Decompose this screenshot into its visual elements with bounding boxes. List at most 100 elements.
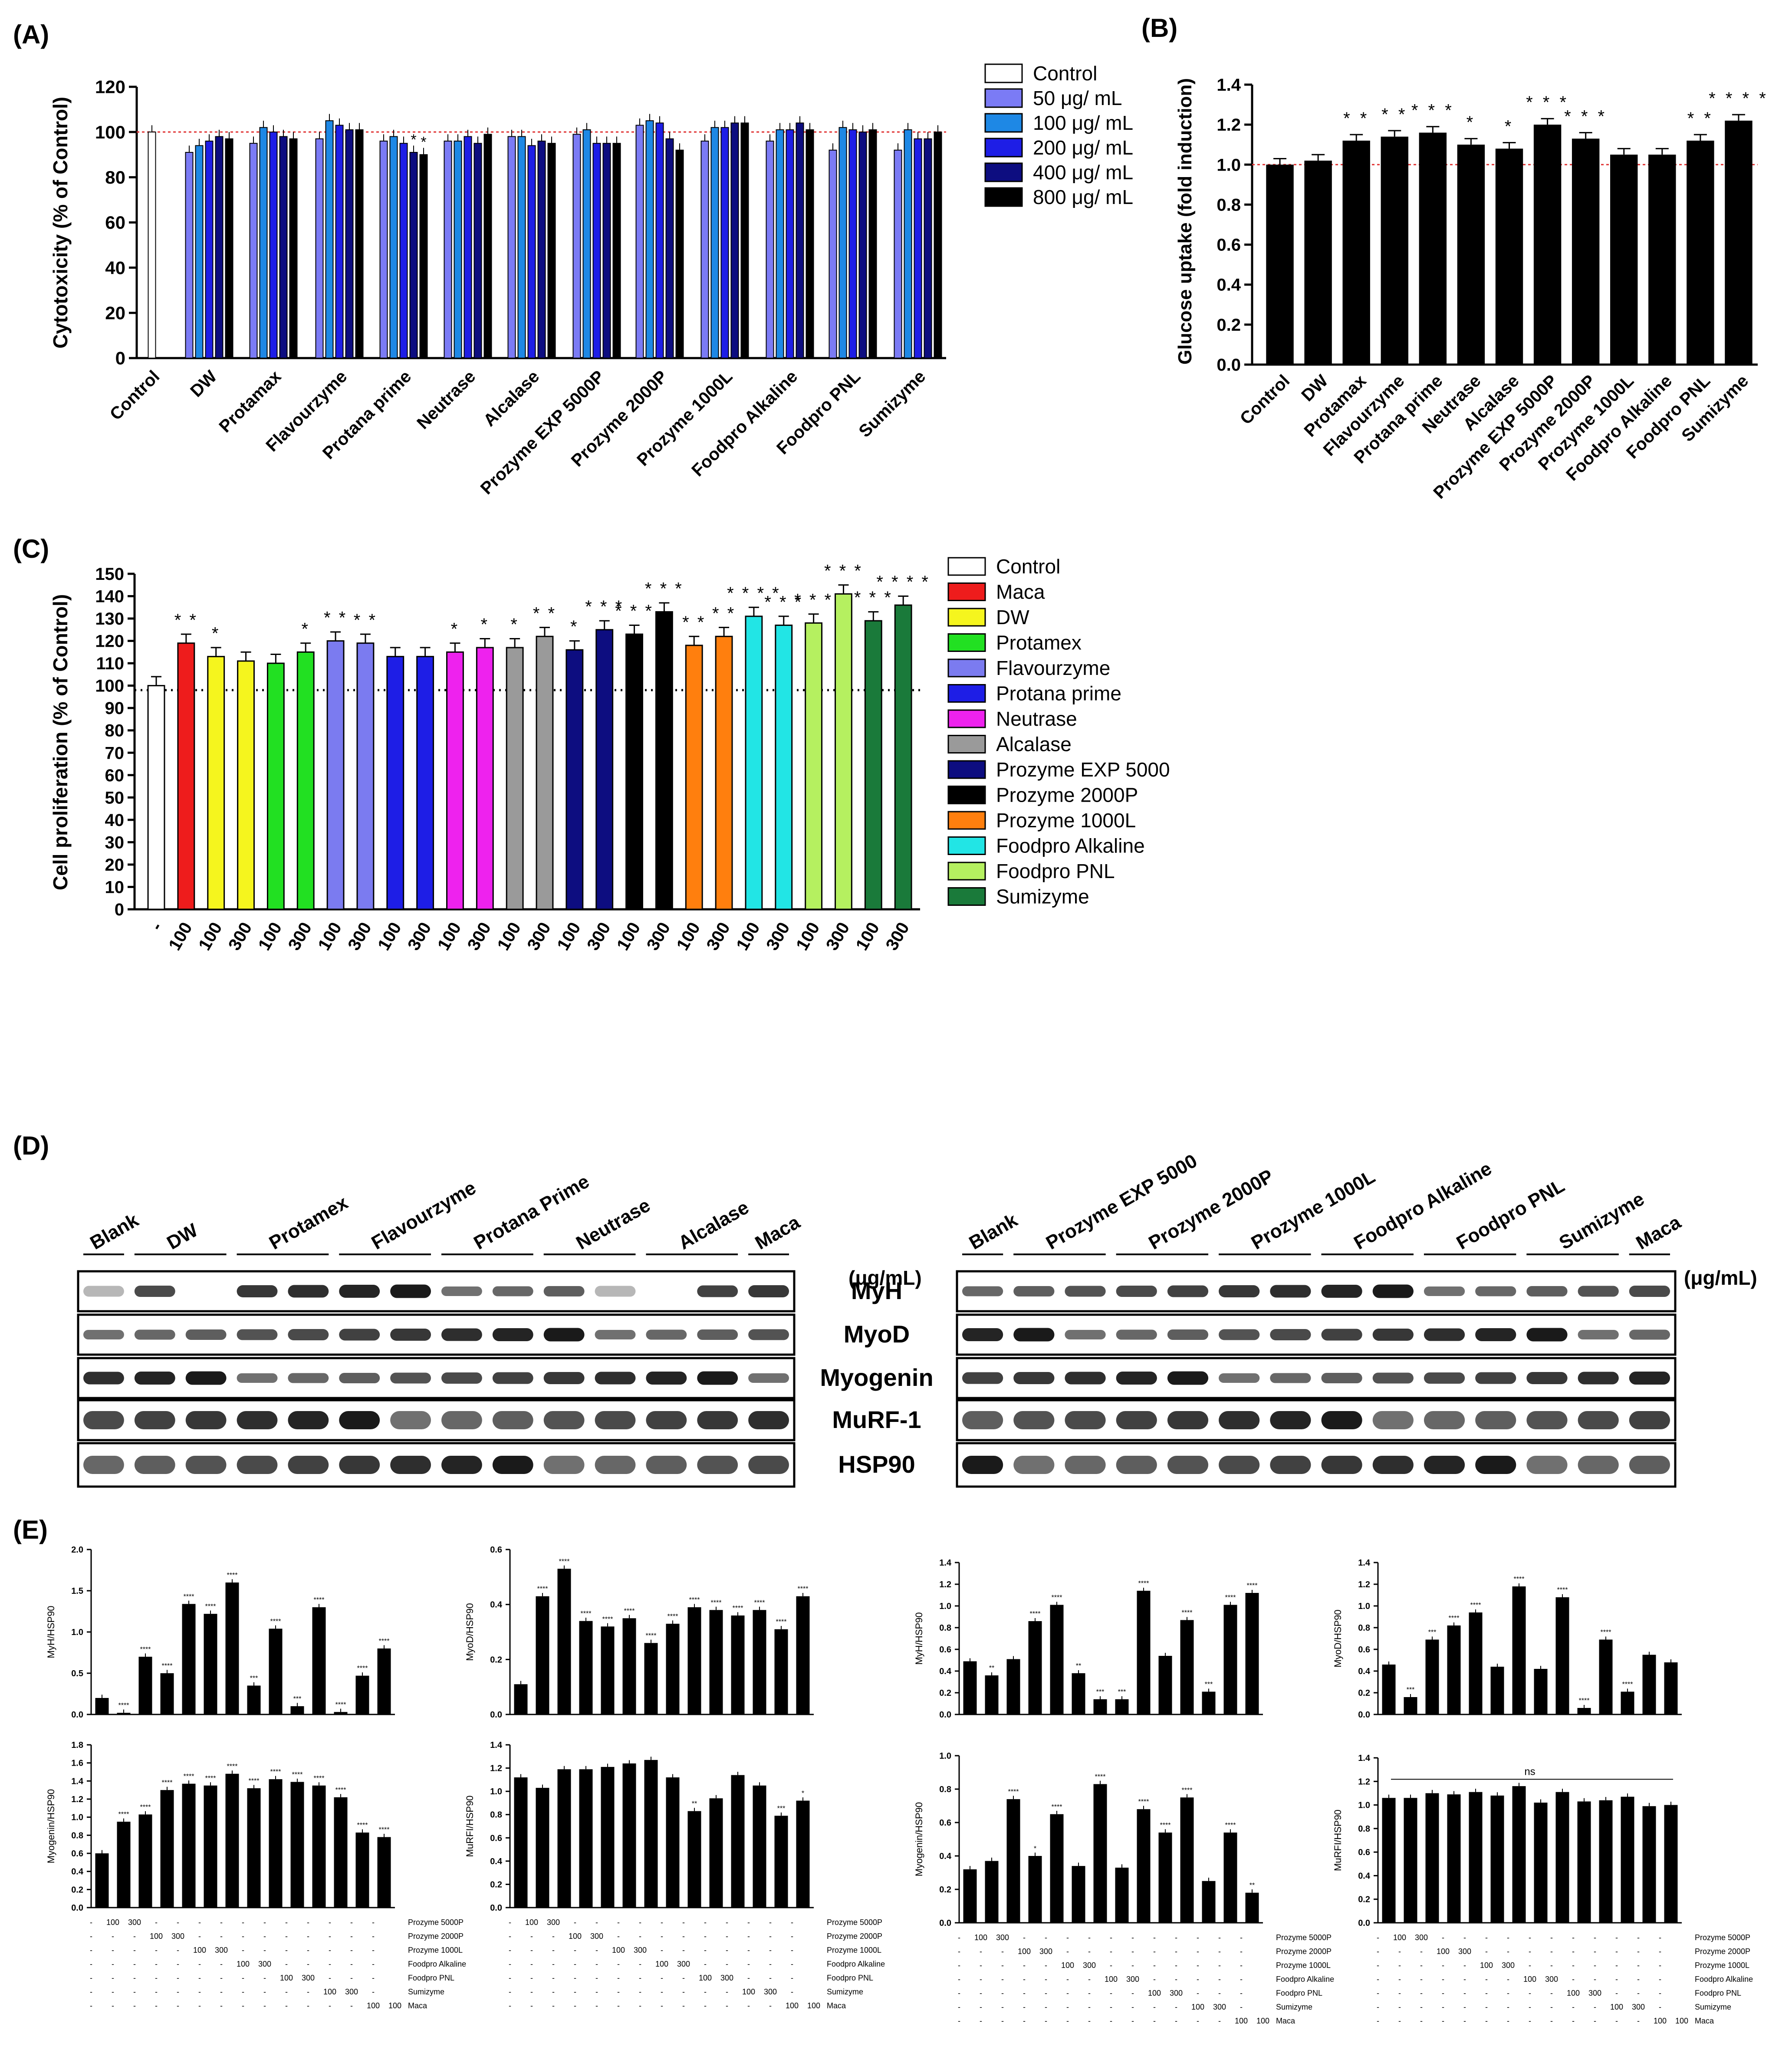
panel-a-bar: [838, 127, 847, 359]
panel-e-bar: [1202, 1691, 1216, 1714]
panel-e-bar: [1425, 1793, 1439, 1923]
panel-e-bar: [334, 1797, 348, 1908]
panel-c-x-tick-label: 100: [374, 919, 405, 954]
panel-e-bar: [1664, 1662, 1678, 1714]
panel-d-band: [1321, 1373, 1362, 1383]
panel-e-dose-cell: -: [1420, 2017, 1423, 2025]
panel-d-band: [1270, 1329, 1311, 1340]
panel-e-bar: [1404, 1798, 1417, 1923]
panel-e-dose-cell: -: [1175, 1961, 1177, 1970]
panel-e-dose-cell: 100: [367, 2001, 380, 2010]
panel-d-lane-group-label: Blank: [966, 1209, 1022, 1254]
panel-e-dose-cell: -: [177, 1974, 179, 1982]
panel-d-band: [1219, 1411, 1260, 1429]
panel-e-dose-cell: -: [1529, 1989, 1531, 1997]
panel-d-band: [237, 1285, 278, 1297]
panel-d-band: [748, 1329, 789, 1340]
panel-d-lane-group-label: DW: [163, 1219, 201, 1254]
panel-e-dose-cell: -: [285, 1987, 288, 1996]
panel-e-dose-cell: -: [198, 1974, 201, 1982]
panel-e-dose-cell: -: [1442, 1933, 1444, 1942]
panel-d-band: [185, 1329, 227, 1340]
panel-e-dose-cell: -: [1023, 1975, 1026, 1984]
panel-e-chart-y-tick-label: 0.2: [939, 1688, 951, 1698]
panel-e-dose-cell: -: [639, 1932, 641, 1941]
panel-e-dose-cell: -: [769, 1960, 772, 1968]
panel-e-row-label: Foodpro PNL: [408, 1974, 454, 1982]
panel-e-row-label: Foodpro Alkaline: [827, 1960, 885, 1968]
panel-d-band: [1270, 1411, 1311, 1429]
panel-a-cytotoxicity-chart: 0 20 40 60 80 100 120 Cytotoxicity (% of Contro…: [49, 62, 1133, 498]
panel-a-bar: [289, 138, 298, 359]
panel-e-bar: [963, 1661, 977, 1714]
panel-c-significance: * * *: [824, 561, 863, 580]
panel-e-dose-cell: -: [530, 1960, 533, 1968]
panel-c-legend-label: Protana prime: [996, 682, 1121, 705]
panel-e-bar: [247, 1685, 261, 1714]
panel-e-bar: [117, 1713, 131, 1714]
panel-d-band: [1167, 1411, 1209, 1429]
panel-a-bar: [507, 136, 516, 359]
panel-c-x-tick-label: 100: [553, 919, 584, 954]
panel-d-band: [1116, 1286, 1157, 1297]
panel-e-dose-cell: -: [1507, 1933, 1509, 1942]
panel-a-bar: [740, 122, 749, 359]
panel-c-legend-label: Foodpro Alkaline: [996, 835, 1145, 857]
panel-e-dose-cell: -: [155, 1946, 158, 1954]
panel-e-dose-cell: -: [980, 1947, 982, 1956]
panel-e-significance: ***: [1118, 1688, 1126, 1696]
panel-e-dose-cell: -: [726, 1960, 728, 1968]
panel-e-chart-y-tick-label: 1.4: [1358, 1754, 1371, 1763]
panel-e-y-label: MyH/HSP90: [46, 1606, 56, 1658]
panel-e-dose-cell: 300: [1545, 1975, 1558, 1984]
panel-d-band: [1013, 1328, 1055, 1342]
panel-e-bar: [95, 1853, 109, 1908]
panel-e-dose-cell: -: [1594, 2003, 1596, 2011]
panel-e-dose-cell: -: [1377, 1947, 1379, 1956]
panel-a-bar: [806, 129, 814, 359]
panel-e-row-label: Maca: [408, 2001, 427, 2010]
panel-e-dose-cell: -: [1463, 2017, 1466, 2025]
panel-d-band: [697, 1285, 738, 1297]
panel-b-significance: *: [1505, 117, 1514, 136]
panel-e-dose-cell: -: [574, 1960, 576, 1968]
panel-d-band: [134, 1456, 175, 1474]
panel-e-dose-cell: -: [112, 1987, 114, 1996]
panel-e-bar: [1621, 1691, 1634, 1714]
panel-e-dose-cell: 300: [764, 1987, 777, 1996]
panel-e-dose-cell: -: [1218, 1989, 1221, 1997]
panel-b-y-tick-label: 0.8: [1217, 195, 1241, 214]
panel-c-x-tick-label: 100: [255, 919, 286, 954]
panel-e-bar: [1093, 1784, 1107, 1923]
panel-e-significance: ****: [1138, 1580, 1149, 1587]
panel-e-bar: [644, 1643, 658, 1714]
panel-c-significance: * * *: [645, 579, 684, 599]
panel-e-chart-y-tick-label: 0.0: [71, 1710, 83, 1720]
panel-b-y-tick-label: 0.4: [1217, 276, 1241, 295]
panel-d-band: [1526, 1456, 1568, 1474]
panel-a-bar: [409, 152, 418, 359]
panel-e-y-label: MuRFI/HSP90: [464, 1796, 475, 1857]
panel-d-band: [441, 1286, 482, 1296]
panel-d-band: [1270, 1456, 1311, 1474]
panel-e-dose-cell: -: [769, 1946, 772, 1954]
panel-d-band: [441, 1456, 482, 1474]
panel-e-dose-cell: -: [1442, 1989, 1444, 1997]
panel-b-bar: [1725, 120, 1753, 365]
panel-d-band: [1526, 1372, 1568, 1384]
panel-a-bar: [924, 138, 932, 359]
panel-e-dose-cell: -: [574, 1946, 576, 1954]
panel-e-dose-cell: 100: [1235, 2017, 1248, 2025]
panel-e-dose-cell: -: [1507, 1989, 1509, 1997]
panel-e-bar: [1093, 1699, 1107, 1714]
panel-e-dose-cell: -: [90, 1974, 92, 1982]
panel-e-dose-cell: 300: [590, 1932, 603, 1941]
panel-e-dose-cell: -: [1240, 1933, 1243, 1942]
panel-b-bar: [1266, 165, 1294, 365]
panel-e-dose-cell: -: [1175, 1947, 1177, 1956]
panel-d-band: [543, 1456, 585, 1474]
panel-a-bar: [444, 141, 452, 359]
panel-a-bar: [602, 143, 611, 359]
panel-d-band: [492, 1372, 533, 1384]
panel-e-row-label: Sumizyme: [827, 1987, 863, 1996]
